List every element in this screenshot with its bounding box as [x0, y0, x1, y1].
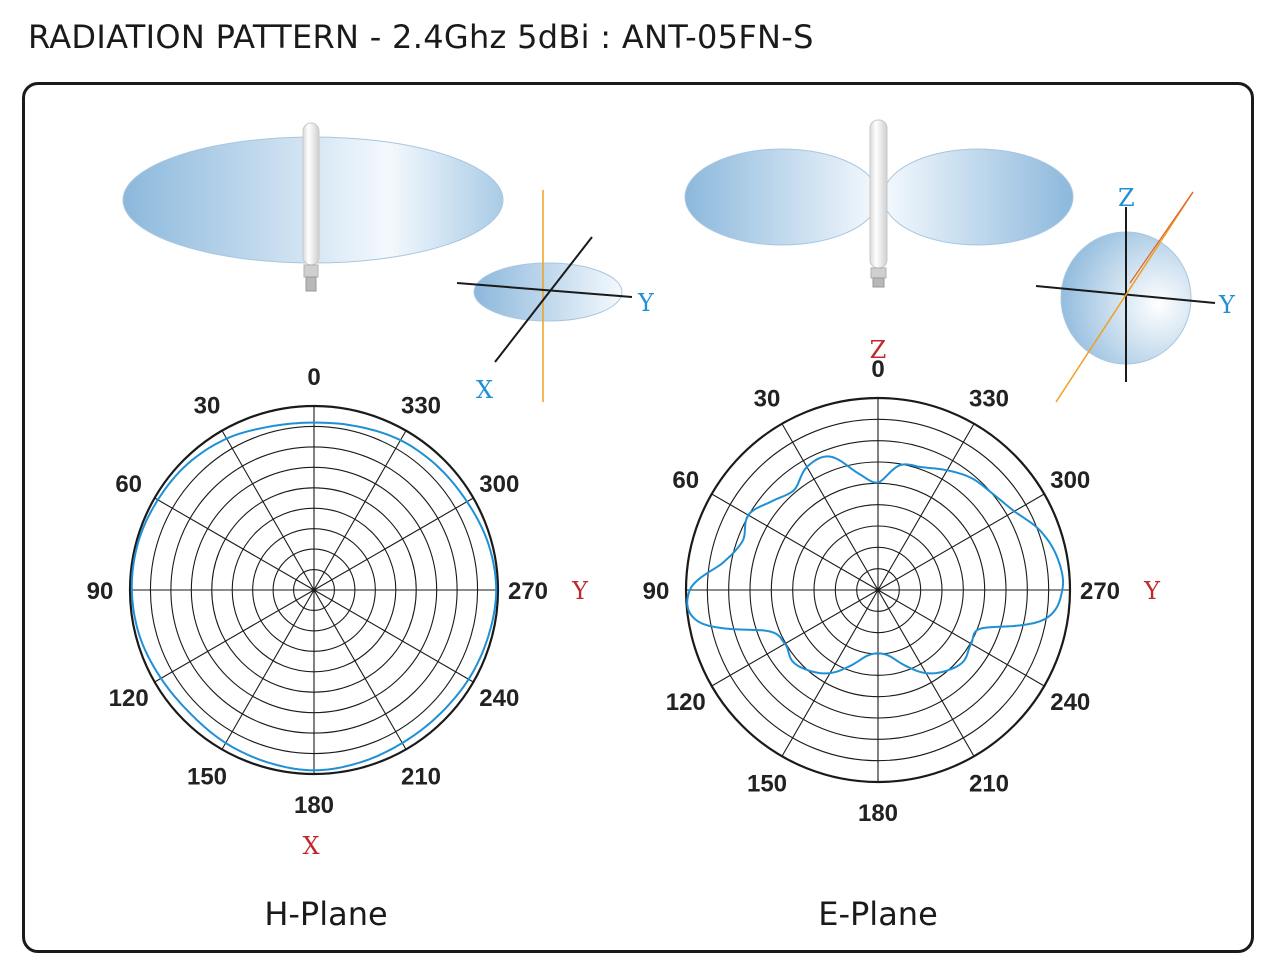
e-plane-left-lobe — [684, 148, 880, 246]
h-plane-grid-spoke — [221, 589, 315, 750]
h-plane-angle-tick-label: 120 — [109, 685, 149, 712]
e-plane-angle-tick-label: 90 — [643, 578, 670, 605]
e-plane-grid-spoke — [711, 589, 879, 687]
e-plane-angle-tick-label: 0 — [871, 356, 884, 383]
h-plane-axis-diagram: Y X — [456, 190, 655, 404]
e-plane-diagram-z-label: Z — [1118, 184, 1135, 212]
e-plane-illustration: Z Y — [684, 119, 1236, 403]
h-plane-diagram-x-label: X — [476, 376, 493, 404]
h-plane-angle-tick-label: 30 — [194, 393, 221, 420]
h-plane-grid-spoke — [313, 589, 407, 750]
h-plane-angle-tick-label: 210 — [401, 763, 441, 790]
h-plane-title: H-Plane — [264, 895, 387, 933]
h-plane-illustration: Y X — [122, 122, 655, 404]
e-plane-angle-tick-label: 270 — [1080, 578, 1120, 605]
h-plane-angle-tick-label: 300 — [479, 471, 519, 498]
h-plane-grid-spoke — [313, 497, 474, 591]
h-plane-diagram-y-label: Y — [637, 289, 655, 317]
e-plane-angle-tick-label: 120 — [666, 689, 706, 716]
h-plane-antenna — [302, 122, 320, 292]
e-plane-angle-tick-label: 330 — [969, 386, 1009, 413]
e-plane-grid-spoke — [877, 589, 1045, 687]
e-plane-right-axis-label: Y — [1143, 577, 1161, 605]
h-plane-grid-spoke — [154, 589, 315, 683]
h-plane-grid-spoke — [313, 430, 407, 591]
h-plane-angle-tick-label: 270 — [508, 578, 548, 605]
h-plane-small-lobe — [473, 262, 623, 322]
h-plane-angle-tick-label: 180 — [294, 792, 334, 819]
h-plane-angle-tick-label: 330 — [401, 393, 441, 420]
e-plane-polar-chart: 0 30 60 90 120 150 180 210 240 270 300 330 Y Z — [643, 336, 1161, 827]
e-plane-axis-diagram: Z Y — [1035, 184, 1236, 403]
e-plane-pattern-trace — [686, 455, 1065, 675]
e-plane-right-lobe — [882, 148, 1074, 246]
e-plane-angle-tick-label: 300 — [1050, 467, 1090, 494]
e-plane-grid-spoke — [877, 493, 1045, 591]
h-plane-angle-tick-label: 90 — [87, 578, 114, 605]
e-plane-diagram-y-label: Y — [1218, 291, 1236, 319]
e-plane-title: E-Plane — [818, 895, 938, 933]
h-plane-angle-tick-label: 240 — [479, 685, 519, 712]
h-plane-angle-tick-label: 60 — [115, 471, 142, 498]
h-plane-right-axis-label: Y — [571, 577, 589, 605]
h-plane-angle-tick-label: 150 — [187, 763, 227, 790]
h-plane-grid-spoke — [221, 430, 315, 591]
h-plane-angle-tick-label: 0 — [307, 364, 320, 391]
e-plane-grid-spoke — [781, 423, 879, 591]
e-plane-angle-tick-label: 60 — [672, 467, 699, 494]
e-plane-top-axis-label: Z — [870, 336, 887, 364]
h-plane-grid-spoke — [313, 589, 474, 683]
e-plane-grid-spoke — [711, 493, 879, 591]
e-plane-angle-tick-label: 210 — [969, 770, 1009, 797]
content-frame — [22, 82, 1254, 953]
e-plane-angle-tick-label: 240 — [1050, 689, 1090, 716]
e-plane-antenna — [869, 119, 888, 288]
e-plane-grid-spoke — [877, 423, 975, 591]
e-plane-angle-tick-label: 150 — [747, 770, 787, 797]
page-title: RADIATION PATTERN - 2.4Ghz 5dBi : ANT-05… — [28, 18, 814, 56]
h-plane-grid-spoke — [154, 497, 315, 591]
h-plane-pattern-trace — [130, 421, 498, 772]
h-plane-bottom-axis-label: X — [302, 832, 319, 860]
h-plane-polar-chart: 0 30 60 90 120 150 180 210 240 270 300 330 Y X — [87, 364, 589, 860]
e-plane-angle-tick-label: 180 — [858, 800, 898, 827]
e-plane-angle-tick-label: 30 — [754, 386, 781, 413]
